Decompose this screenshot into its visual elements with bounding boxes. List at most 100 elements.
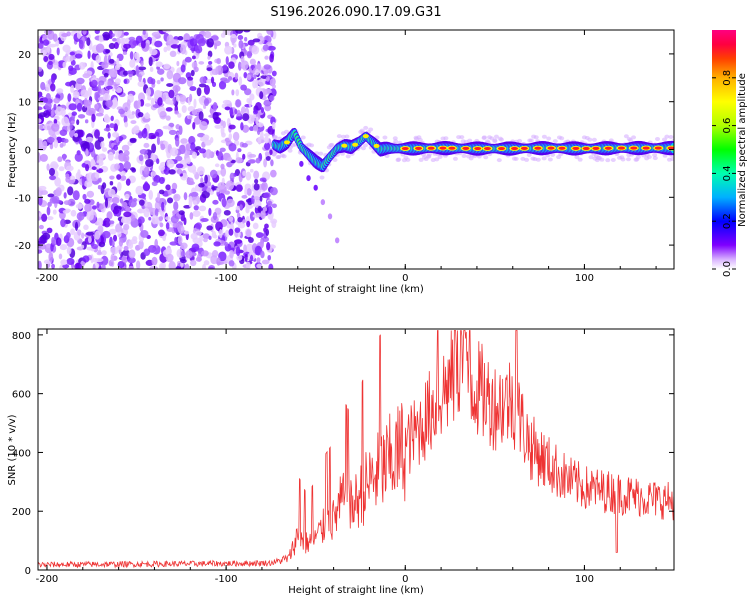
noise-blob — [38, 118, 42, 123]
noise-blob — [98, 241, 106, 248]
noise-blob — [269, 149, 273, 156]
noise-blob — [255, 232, 264, 238]
noise-blob — [46, 206, 51, 216]
noise-blob — [79, 129, 84, 138]
noise-blob — [192, 200, 198, 206]
noise-blob — [165, 253, 174, 263]
noise-blob — [66, 232, 71, 239]
noise-blob — [100, 141, 105, 149]
snr-plot-area — [38, 330, 674, 569]
noise-blob — [229, 172, 235, 181]
noise-blob — [186, 181, 195, 186]
noise-blob — [210, 76, 215, 84]
noise-blob — [147, 95, 152, 101]
noise-blob — [96, 251, 103, 256]
noise-blob — [91, 113, 96, 123]
noise-blob — [265, 156, 271, 161]
ridge-halo — [434, 157, 440, 162]
noise-blob — [186, 157, 191, 165]
noise-blob — [42, 232, 51, 240]
noise-blob — [134, 52, 140, 60]
noise-blob — [97, 185, 102, 190]
branch-blob — [313, 184, 318, 191]
noise-blob — [205, 149, 212, 159]
noise-blob — [197, 166, 205, 176]
spectrogram-xtick-label: 0 — [402, 273, 408, 284]
ridge-halo — [492, 139, 498, 144]
noise-blob — [48, 252, 54, 263]
noise-blob — [181, 105, 187, 114]
noise-blob — [260, 250, 265, 259]
noise-blob — [228, 133, 233, 141]
ridge-halo — [284, 129, 290, 134]
noise-blob — [151, 256, 158, 266]
noise-blob — [116, 57, 120, 67]
noise-blob — [88, 236, 92, 244]
branch-blob — [299, 160, 304, 167]
noise-blob — [246, 97, 251, 104]
noise-blob — [112, 131, 120, 138]
noise-blob — [179, 144, 186, 155]
snr-series-line — [38, 330, 674, 569]
noise-blob — [98, 177, 102, 183]
snr-panel: -200 -100 0 100 0 200 400 600 800 Height of stra… — [7, 328, 675, 596]
ridge-halo — [392, 136, 398, 141]
noise-blob — [69, 51, 76, 56]
noise-blob — [122, 249, 130, 257]
noise-blob — [208, 235, 212, 240]
noise-blob — [78, 39, 84, 49]
noise-blob — [150, 78, 156, 85]
noise-blob — [183, 217, 187, 226]
noise-blob — [206, 67, 213, 72]
noise-blob — [107, 188, 116, 198]
noise-blob — [128, 249, 136, 259]
noise-blob — [162, 233, 167, 242]
noise-blob — [237, 34, 244, 40]
noise-blob — [132, 198, 138, 203]
noise-blob — [83, 224, 89, 231]
noise-blob — [137, 111, 144, 118]
snr-xtick-label: 0 — [402, 574, 408, 585]
noise-blob — [203, 260, 210, 266]
ridge-halo — [318, 151, 324, 156]
noise-blob — [94, 129, 100, 139]
ridge-halo — [309, 143, 315, 148]
noise-blob — [152, 104, 161, 109]
noise-blob — [48, 60, 53, 66]
noise-blob — [168, 89, 175, 99]
noise-blob — [123, 161, 131, 170]
noise-blob — [256, 263, 263, 269]
noise-blob — [247, 237, 254, 243]
noise-blob — [118, 108, 126, 115]
noise-blob — [159, 111, 167, 120]
ridge-halo — [498, 137, 504, 142]
ridge-halo — [547, 157, 553, 162]
snr-axes: -200 -100 0 100 0 200 400 600 800 — [12, 329, 674, 585]
noise-blob — [154, 131, 160, 137]
noise-blob — [83, 180, 93, 188]
noise-blob — [114, 64, 121, 71]
noise-blob — [66, 246, 72, 255]
noise-blob — [180, 250, 186, 258]
noise-blob — [191, 55, 196, 60]
ridge-halo — [577, 157, 583, 162]
noise-blob — [263, 158, 268, 168]
ridge-halo — [574, 155, 580, 160]
snr-frame — [37, 328, 675, 571]
noise-blob — [157, 68, 165, 75]
noise-blob — [244, 37, 248, 42]
noise-blob — [244, 253, 248, 263]
noise-blob — [228, 61, 235, 69]
noise-blob — [193, 98, 197, 109]
noise-blob — [243, 30, 251, 33]
noise-blob — [180, 258, 187, 264]
noise-blob — [127, 257, 136, 264]
colorbar-gradient — [712, 30, 736, 269]
noise-blob — [121, 144, 130, 152]
noise-blob — [207, 55, 211, 60]
ridge-halo — [426, 152, 432, 157]
noise-blob — [87, 87, 92, 97]
noise-blob — [178, 125, 183, 135]
noise-blob — [138, 199, 145, 206]
